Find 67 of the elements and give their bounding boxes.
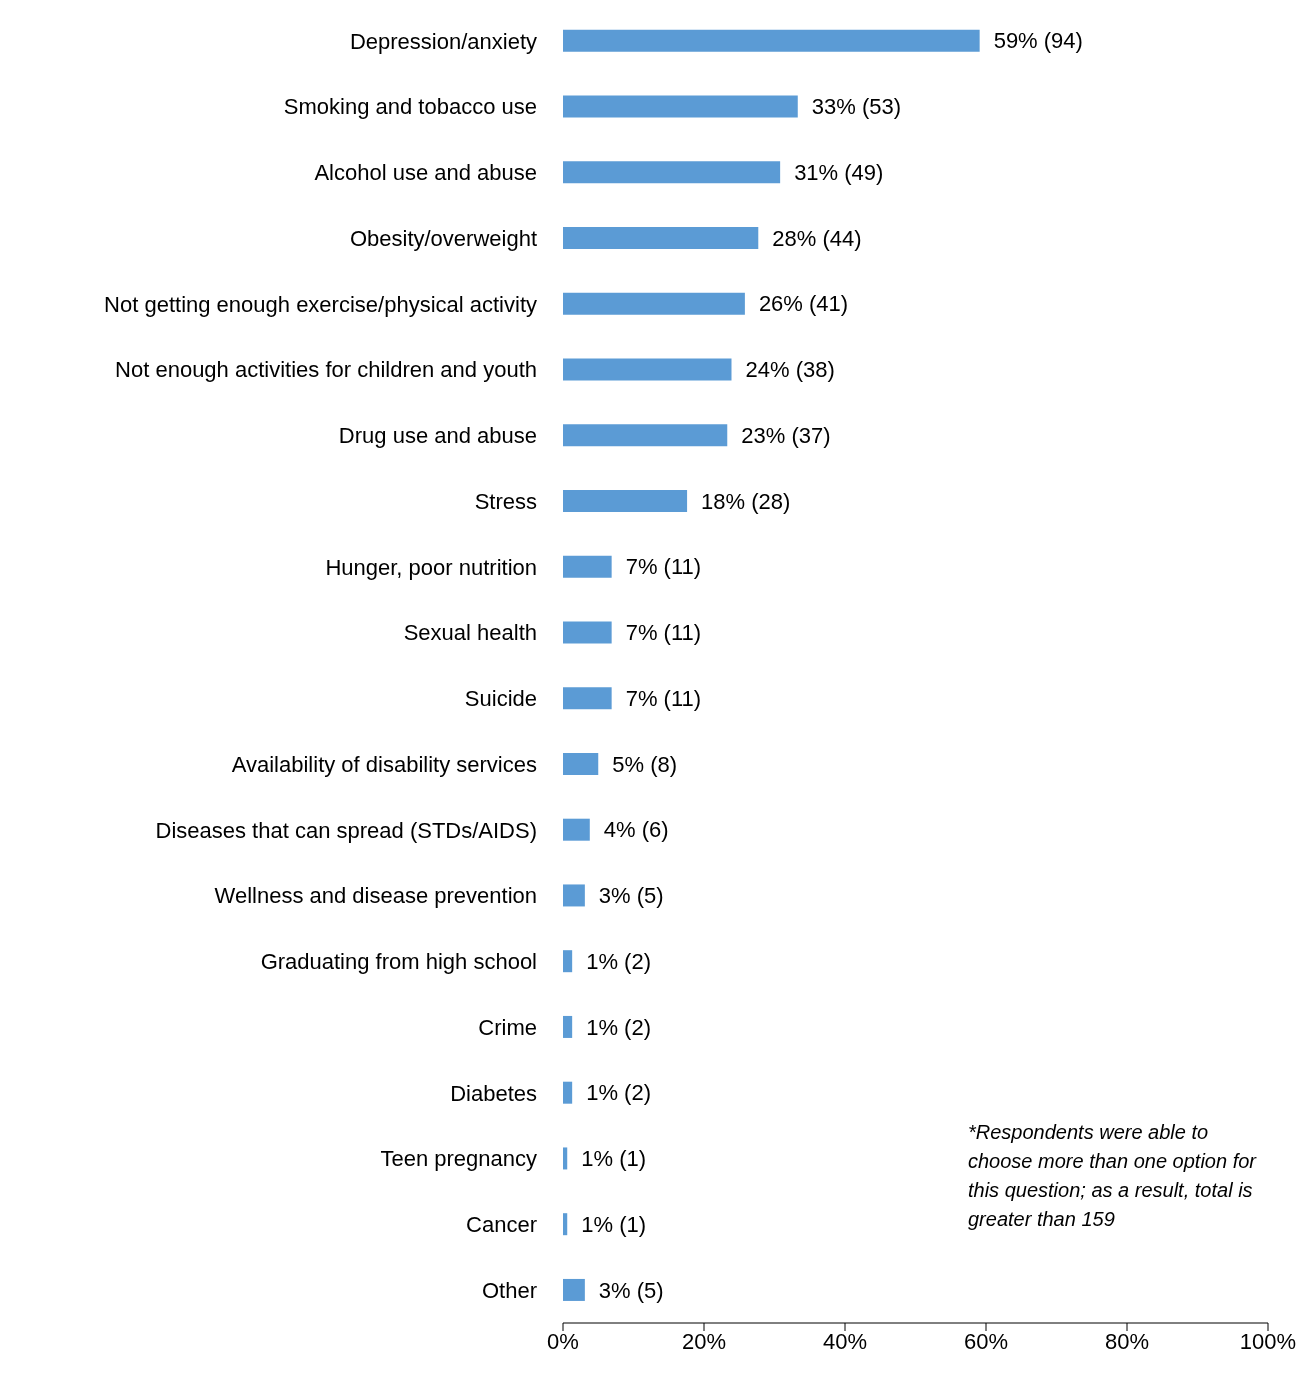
y-tick-label: Depression/anxiety (349, 28, 537, 54)
data-label: 18% (28) (701, 488, 791, 514)
data-label: 3% (5) (598, 1277, 664, 1303)
data-label: 28% (44) (772, 225, 862, 251)
data-label: 1% (1) (581, 1146, 647, 1172)
data-label: 26% (41) (758, 291, 849, 317)
y-tick-label: Smoking and tobacco use (283, 94, 537, 120)
bar (563, 424, 728, 447)
bar (563, 555, 612, 578)
y-tick-label: Not getting enough exercise/physical activity (104, 291, 537, 317)
bar (563, 621, 612, 644)
data-label: 3% (5) (598, 883, 664, 909)
bar (563, 489, 688, 512)
y-tick-label: Drug use and abuse (338, 423, 537, 449)
y-tick-label: Crime (478, 1014, 537, 1040)
bar (563, 687, 612, 710)
data-label: 59% (94) (993, 28, 1083, 54)
data-label: 5% (8) (612, 751, 678, 777)
bar (563, 818, 590, 841)
x-tick-label: 100% (1239, 1328, 1297, 1354)
bar (563, 358, 732, 381)
y-tick-label: Wellness and disease prevention (214, 883, 537, 909)
data-label: 33% (53) (811, 94, 902, 120)
bar (563, 226, 759, 249)
bar (563, 95, 798, 118)
y-tick-label: Graduating from high school (260, 949, 537, 975)
data-label: 1% (2) (586, 1014, 651, 1040)
data-label: 4% (6) (603, 817, 669, 843)
y-tick-label: Stress (474, 488, 537, 514)
y-tick-label: Availability of disability services (231, 751, 537, 777)
x-tick-label: 80% (1104, 1328, 1150, 1354)
bar (563, 1278, 585, 1301)
data-label: 7% (11) (625, 620, 702, 646)
y-tick-label: Suicide (464, 686, 537, 712)
y-tick-label: Not enough activities for children and youth (115, 357, 537, 383)
y-tick-label: Other (481, 1277, 537, 1303)
data-label: 24% (38) (745, 357, 835, 383)
bar (563, 1081, 573, 1104)
x-tick-label: 40% (822, 1328, 868, 1354)
x-tick-label: 0% (547, 1328, 579, 1354)
x-tick-label: 20% (681, 1328, 727, 1354)
bar (563, 1147, 568, 1170)
x-tick-label: 60% (963, 1328, 1009, 1354)
y-tick-label: Diabetes (450, 1080, 537, 1106)
data-label: 1% (1) (581, 1211, 647, 1237)
bar (563, 29, 980, 52)
data-label: 31% (49) (794, 159, 884, 185)
y-tick-label: Diseases that can spread (STDs/AIDS) (155, 817, 537, 843)
bar (563, 292, 745, 315)
data-label: 1% (2) (586, 948, 651, 974)
data-label: 7% (11) (625, 685, 702, 711)
bar (563, 752, 599, 775)
y-tick-label: Teen pregnancy (380, 1146, 537, 1172)
y-tick-label: Alcohol use and abuse (314, 160, 537, 186)
bar (563, 1213, 568, 1236)
bar (563, 884, 585, 907)
y-tick-label: Sexual health (403, 620, 537, 646)
data-label: 7% (11) (625, 554, 702, 580)
data-label: 1% (2) (586, 1080, 651, 1106)
bar (563, 950, 573, 973)
annotation: *Respondents were able to choose more than one option for this question; as a result, total is greater than 159 (968, 1120, 1258, 1232)
bar (563, 161, 781, 184)
bar (563, 1015, 573, 1038)
data-label: 23% (37) (741, 422, 831, 448)
y-tick-label: Cancer (466, 1212, 537, 1238)
y-tick-label: Obesity/overweight (349, 225, 537, 251)
y-tick-label: Hunger, poor nutrition (325, 554, 537, 580)
